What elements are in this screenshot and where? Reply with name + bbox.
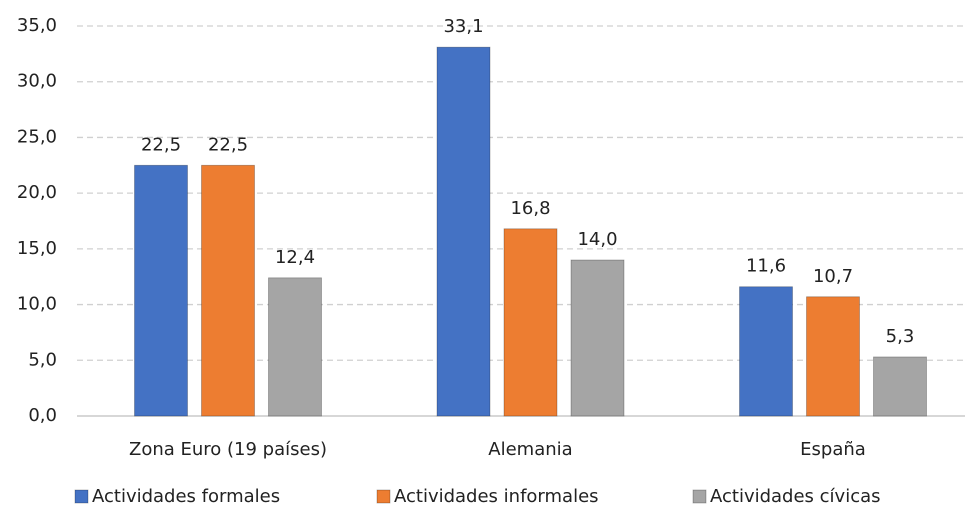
bar — [873, 356, 927, 417]
y-tick-label: 20,0 — [17, 182, 57, 203]
value-label: 10,7 — [813, 266, 853, 287]
y-tick-label: 10,0 — [17, 294, 57, 315]
value-label: 16,8 — [510, 198, 550, 219]
bar — [436, 46, 491, 417]
legend-swatch — [692, 489, 707, 504]
y-tick-label: 15,0 — [17, 238, 57, 259]
legend-label: Actividades formales — [92, 486, 280, 507]
value-label: 11,6 — [746, 256, 786, 277]
bar — [739, 286, 793, 417]
legend-label: Actividades cívicas — [710, 486, 881, 507]
bar — [134, 164, 188, 417]
value-label: 14,0 — [577, 229, 617, 250]
bar — [503, 228, 558, 417]
x-tick-label: España — [800, 439, 866, 460]
value-label: 22,5 — [141, 134, 181, 155]
y-tick-label: 35,0 — [17, 15, 57, 36]
x-tick-label: Alemania — [488, 439, 572, 460]
x-tick-label: Zona Euro (19 países) — [129, 439, 327, 460]
bar — [201, 164, 255, 417]
legend-swatch — [74, 489, 89, 504]
bar — [806, 296, 860, 417]
y-tick-label: 0,0 — [28, 405, 57, 426]
value-label: 5,3 — [886, 326, 915, 347]
bar — [268, 277, 322, 417]
legend-swatch — [376, 489, 391, 504]
bar — [570, 259, 625, 417]
y-tick-label: 5,0 — [28, 349, 57, 370]
value-label: 22,5 — [208, 134, 248, 155]
value-label: 33,1 — [443, 16, 483, 37]
value-label: 12,4 — [275, 247, 315, 268]
legend-label: Actividades informales — [394, 486, 599, 507]
y-tick-label: 25,0 — [17, 126, 57, 147]
y-tick-label: 30,0 — [17, 71, 57, 92]
